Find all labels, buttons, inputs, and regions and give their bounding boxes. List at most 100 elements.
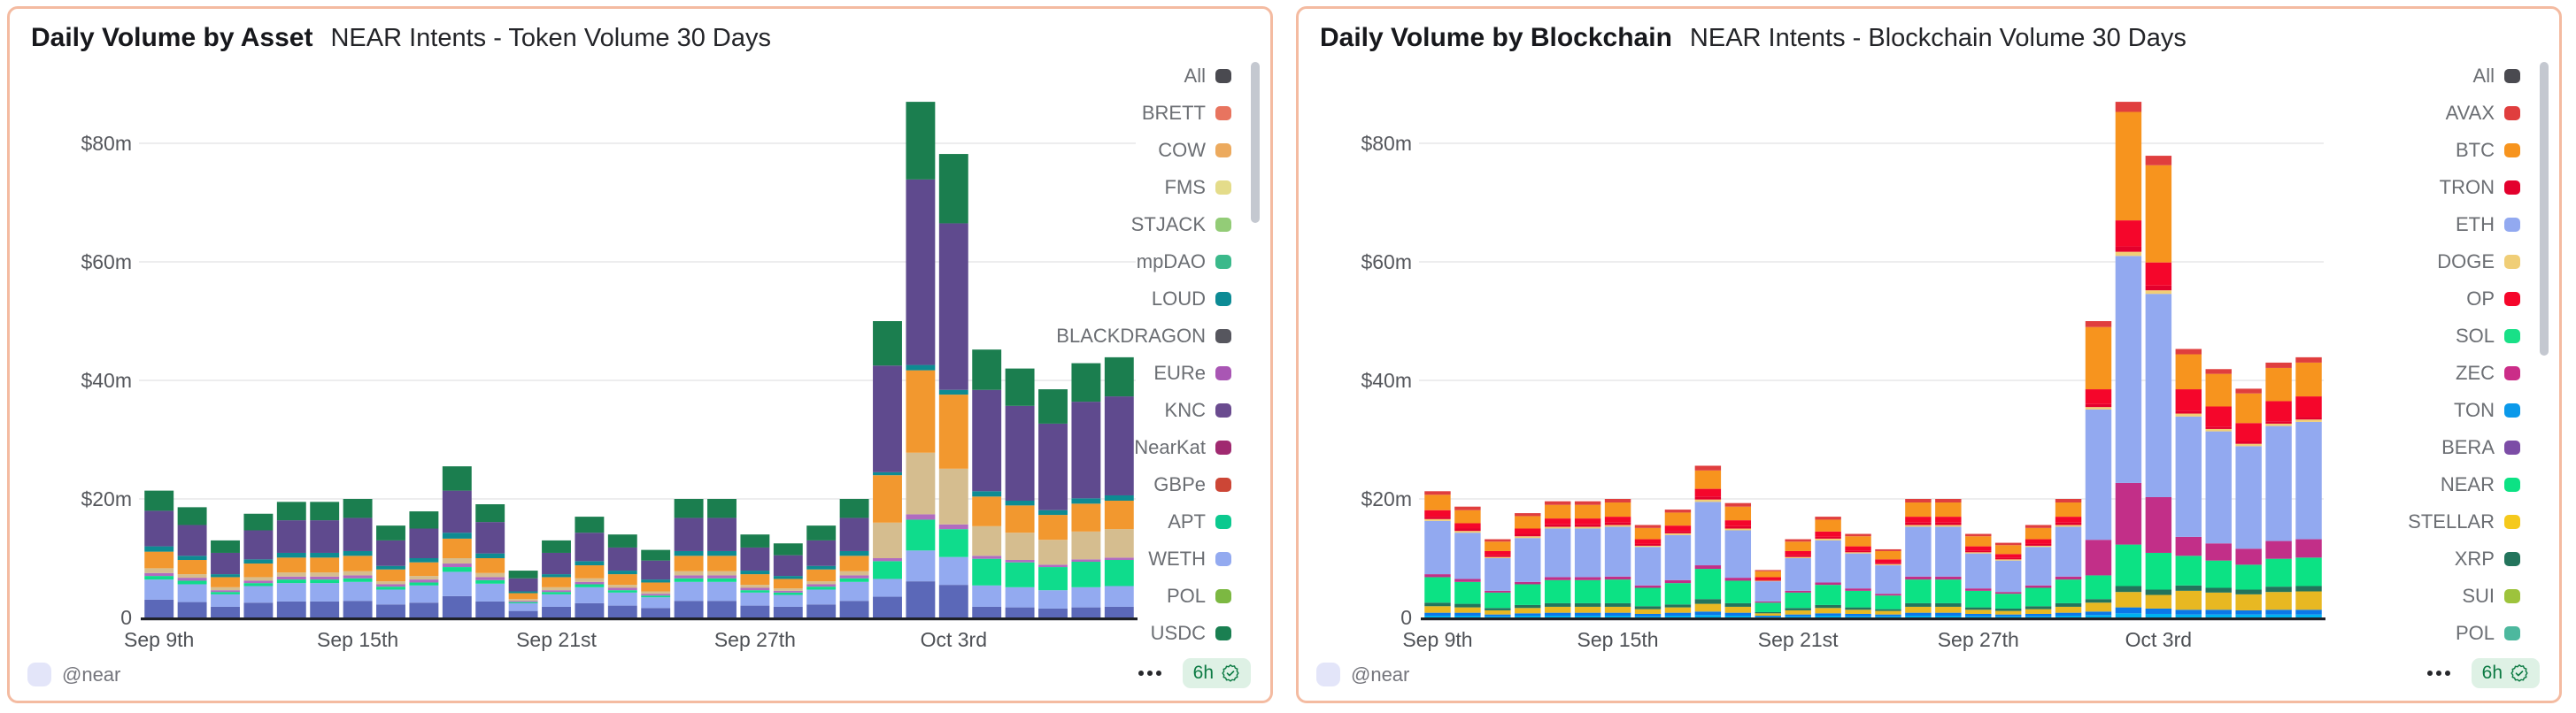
- bar-segment-LOUD[interactable]: [1104, 494, 1134, 502]
- bar-segment-ETH[interactable]: [2145, 294, 2172, 497]
- bar-segment-TRON[interactable]: [2265, 421, 2292, 424]
- bar-segment-BTC[interactable]: [1634, 527, 1662, 540]
- legend-item-ETH[interactable]: ETH: [2408, 214, 2520, 234]
- bar-segment-USDC[interactable]: [144, 490, 174, 511]
- bar-segment-NEAR[interactable]: [1604, 579, 1631, 603]
- bar-segment-APT[interactable]: [211, 592, 240, 594]
- bar-segment-BTC[interactable]: [1515, 516, 1541, 529]
- bar-segment-LOUD[interactable]: [641, 579, 671, 583]
- bar-segment-APT[interactable]: [839, 578, 869, 582]
- legend-item-EURe[interactable]: EURe: [1056, 363, 1231, 383]
- bar-segment-TON[interactable]: [1694, 611, 1722, 616]
- bar-segment-NEAR[interactable]: [1664, 583, 1692, 605]
- bar-segment-BTC[interactable]: [1604, 502, 1631, 518]
- bar-segment-OP[interactable]: [1544, 518, 1571, 525]
- bar-segment-TRON[interactable]: [2175, 410, 2202, 414]
- bar-segment-AVAX[interactable]: [2055, 499, 2082, 503]
- legend-item-mpDAO[interactable]: mpDAO: [1056, 251, 1231, 272]
- bar-segment-TRON[interactable]: [1574, 524, 1601, 527]
- bar-segment-APT[interactable]: [607, 590, 637, 593]
- bar-segment-KNC[interactable]: [243, 530, 274, 560]
- bar-segment-NEAR[interactable]: [1454, 581, 1481, 604]
- bar-segment-OP[interactable]: [2265, 401, 2292, 422]
- bar-segment-DOGE[interactable]: [1515, 536, 1541, 539]
- bar-segment-FMS[interactable]: [873, 522, 902, 558]
- bar-segment-EURe[interactable]: [243, 580, 274, 584]
- bar-segment-TON[interactable]: [1724, 612, 1752, 616]
- bar-segment-unlabeled-base[interactable]: [575, 602, 605, 617]
- bar-segment-FMS[interactable]: [938, 468, 968, 525]
- bar-segment-COW[interactable]: [475, 558, 505, 573]
- bar-segment-NEAR[interactable]: [2295, 557, 2322, 586]
- bar-segment-WETH[interactable]: [1104, 586, 1134, 607]
- bar-segment-TON[interactable]: [1785, 614, 1811, 617]
- bar-segment-XRP[interactable]: [1454, 603, 1481, 608]
- bar-segment-LOUD[interactable]: [211, 574, 240, 578]
- bar-segment-AVAX[interactable]: [1965, 533, 1992, 537]
- bar-segment-LOUD[interactable]: [343, 550, 373, 556]
- bar-segment-XRP[interactable]: [1755, 611, 1781, 614]
- bar-segment-OP[interactable]: [1664, 525, 1692, 532]
- bar-segment-DOGE[interactable]: [1634, 545, 1662, 548]
- bar-segment-STELLAR[interactable]: [1755, 613, 1781, 616]
- bar-segment-USDC[interactable]: [310, 502, 340, 521]
- bar-segment-ETH[interactable]: [1755, 581, 1781, 602]
- bar-segment-unlabeled-base[interactable]: [1664, 615, 1692, 617]
- bar-segment-TON[interactable]: [1424, 612, 1451, 616]
- bar-segment-APT[interactable]: [276, 579, 306, 584]
- bar-segment-XRP[interactable]: [1965, 607, 1992, 610]
- bar-segment-COW[interactable]: [1038, 515, 1068, 540]
- bar-segment-AVAX[interactable]: [1604, 499, 1631, 503]
- bar-segment-AVAX[interactable]: [2175, 349, 2202, 355]
- bar-segment-unlabeled-base[interactable]: [211, 606, 240, 617]
- bar-segment-NEAR[interactable]: [1544, 579, 1571, 603]
- bar-segment-KNC[interactable]: [1038, 423, 1068, 510]
- bar-segment-WETH[interactable]: [409, 585, 439, 603]
- bar-segment-APT[interactable]: [1071, 562, 1101, 587]
- bar-segment-COW[interactable]: [211, 577, 240, 587]
- bar-segment-APT[interactable]: [641, 595, 671, 598]
- bar-segment-unlabeled-base[interactable]: [2055, 615, 2082, 617]
- bar-segment-ZEC[interactable]: [1454, 579, 1481, 582]
- bar-segment-DOGE[interactable]: [2235, 443, 2262, 447]
- bar-segment-DOGE[interactable]: [2265, 423, 2292, 426]
- bar-segment-ETH[interactable]: [1604, 526, 1631, 577]
- legend-item-BERA[interactable]: BERA: [2408, 437, 2520, 457]
- bar-segment-FMS[interactable]: [1038, 540, 1068, 565]
- bar-segment-APT[interactable]: [806, 586, 837, 590]
- bar-segment-USDC[interactable]: [607, 534, 637, 548]
- bar-segment-AVAX[interactable]: [1994, 542, 2022, 546]
- bar-segment-NEAR[interactable]: [1994, 594, 2022, 609]
- bar-segment-AVAX[interactable]: [1724, 502, 1752, 507]
- bar-segment-FMS[interactable]: [409, 576, 439, 580]
- bar-segment-unlabeled-base[interactable]: [542, 606, 571, 617]
- bar-segment-WETH[interactable]: [972, 585, 1002, 607]
- bar-segment-TON[interactable]: [1485, 614, 1511, 617]
- bar-segment-EURe[interactable]: [442, 564, 472, 568]
- bar-segment-ETH[interactable]: [1724, 530, 1752, 579]
- bar-segment-USDC[interactable]: [972, 349, 1002, 390]
- bar-segment-WETH[interactable]: [276, 583, 306, 602]
- bar-segment-DOGE[interactable]: [2025, 545, 2052, 548]
- bar-segment-FMS[interactable]: [740, 585, 770, 588]
- bar-segment-unlabeled-base[interactable]: [2235, 614, 2262, 617]
- bar-segment-ETH[interactable]: [2295, 421, 2322, 540]
- bar-segment-EURe[interactable]: [707, 575, 737, 579]
- bar-segment-KNC[interactable]: [310, 520, 340, 553]
- bar-segment-NEAR[interactable]: [2025, 587, 2052, 607]
- bar-segment-KNC[interactable]: [1071, 402, 1101, 499]
- bar-segment-DOGE[interactable]: [1604, 525, 1631, 527]
- bar-segment-TON[interactable]: [1935, 612, 1962, 616]
- bar-segment-ZEC[interactable]: [1515, 581, 1541, 585]
- bar-segment-unlabeled-base[interactable]: [1815, 615, 1841, 617]
- bar-segment-COW[interactable]: [972, 496, 1002, 526]
- bar-segment-ETH[interactable]: [2115, 256, 2142, 483]
- bar-segment-XRP[interactable]: [1515, 604, 1541, 609]
- bar-segment-TRON[interactable]: [1424, 517, 1451, 519]
- bar-segment-COW[interactable]: [343, 556, 373, 571]
- bar-segment-EURe[interactable]: [607, 587, 637, 591]
- bar-segment-KNC[interactable]: [906, 179, 936, 365]
- bar-segment-OP[interactable]: [1694, 488, 1722, 497]
- bar-segment-XRP[interactable]: [2235, 589, 2262, 594]
- bar-segment-DOGE[interactable]: [1875, 564, 1901, 566]
